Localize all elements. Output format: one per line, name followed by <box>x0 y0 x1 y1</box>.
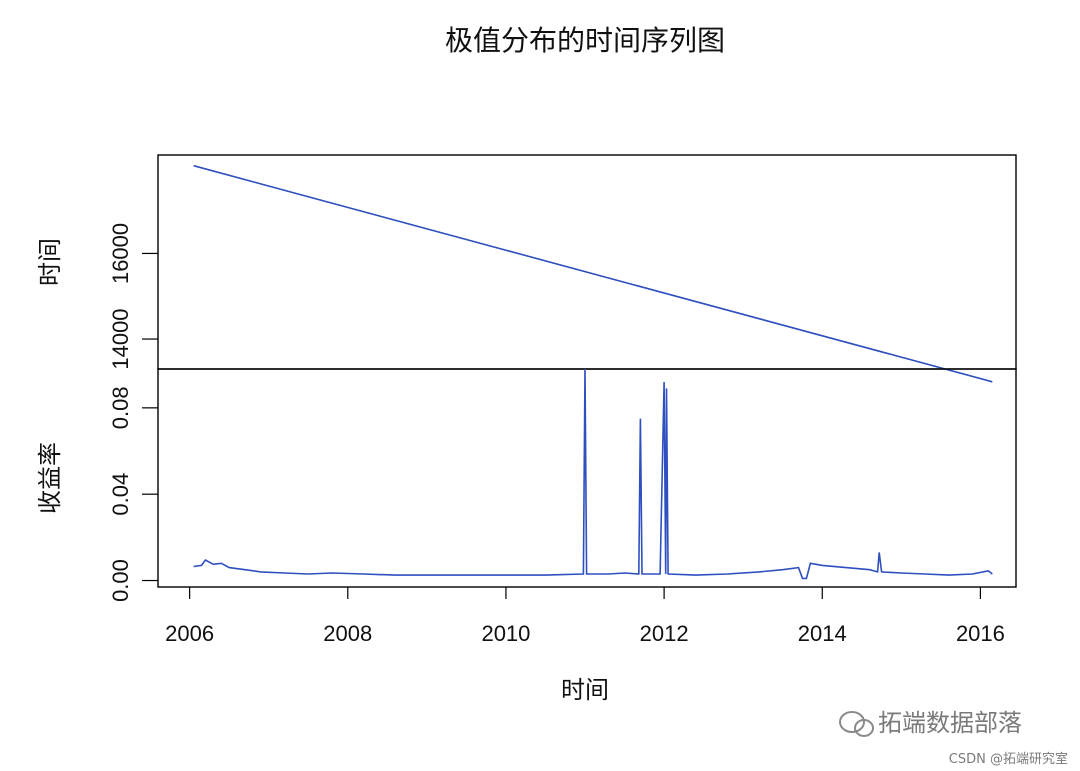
y-tick-label: 0.08 <box>108 386 133 429</box>
x-tick-label: 2008 <box>323 621 372 646</box>
watermark: 拓端数据部落 CSDN @拓端研究室 <box>839 709 1068 767</box>
x-axis-title: 时间 <box>561 676 609 704</box>
x-axis: 2006 2008 2010 2012 2014 2016 <box>165 587 1005 646</box>
x-tick-label: 2006 <box>165 621 214 646</box>
wechat-icon <box>839 711 874 737</box>
top-panel-frame <box>157 154 1017 370</box>
bottom-panel: 收益率 0.00 0.04 0.08 <box>36 368 1017 602</box>
top-panel-ylabel: 时间 <box>36 238 64 286</box>
y-tick-label: 16000 <box>108 223 133 284</box>
watermark-sub: CSDN @拓端研究室 <box>949 751 1068 767</box>
x-tick-label: 2012 <box>640 621 689 646</box>
x-tick-label: 2014 <box>798 621 847 646</box>
bottom-panel-frame <box>157 368 1017 588</box>
y-tick-label: 0.04 <box>108 473 133 516</box>
x-tick-label: 2016 <box>956 621 1005 646</box>
watermark-main: 拓端数据部落 <box>878 709 1022 737</box>
x-tick-label: 2010 <box>481 621 530 646</box>
y-tick-label: 14000 <box>108 308 133 369</box>
series-line <box>193 164 993 383</box>
series-line <box>193 368 993 580</box>
y-tick-label: 0.00 <box>108 559 133 602</box>
top-panel: 时间 14000 16000 <box>36 154 1017 383</box>
bottom-panel-ylabel: 收益率 <box>36 442 64 514</box>
chart-title: 极值分布的时间序列图 <box>445 24 725 57</box>
